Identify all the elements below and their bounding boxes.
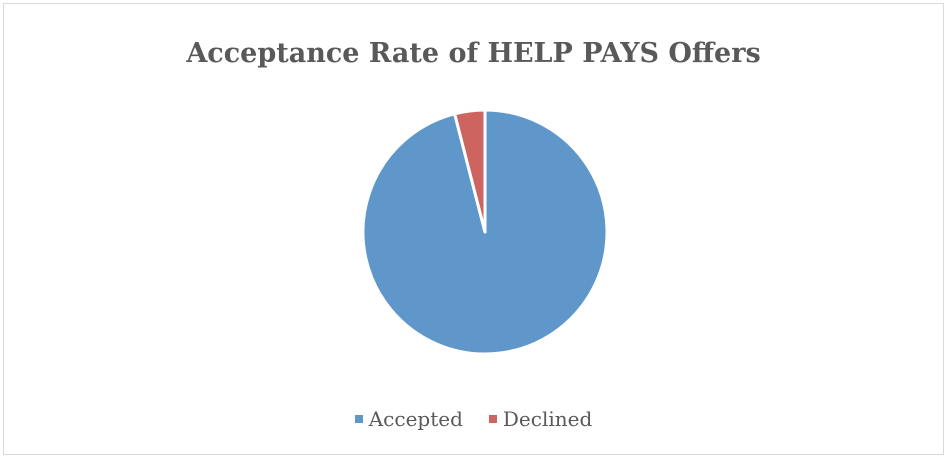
legend-item-accepted: Accepted	[354, 407, 463, 431]
legend-swatch-declined	[488, 415, 497, 423]
legend-item-declined: Declined	[488, 407, 593, 431]
chart-frame: Acceptance Rate of HELP PAYS Offers Acce…	[3, 3, 944, 455]
pie-slices	[361, 108, 609, 356]
legend-swatch-accepted	[354, 415, 363, 423]
legend-label-accepted: Accepted	[368, 407, 463, 431]
legend-label-declined: Declined	[502, 407, 593, 431]
legend: Accepted Declined	[4, 407, 943, 431]
chart-title: Acceptance Rate of HELP PAYS Offers	[186, 38, 761, 69]
pie-chart	[361, 108, 609, 356]
pie-slice-declined	[453, 108, 487, 234]
